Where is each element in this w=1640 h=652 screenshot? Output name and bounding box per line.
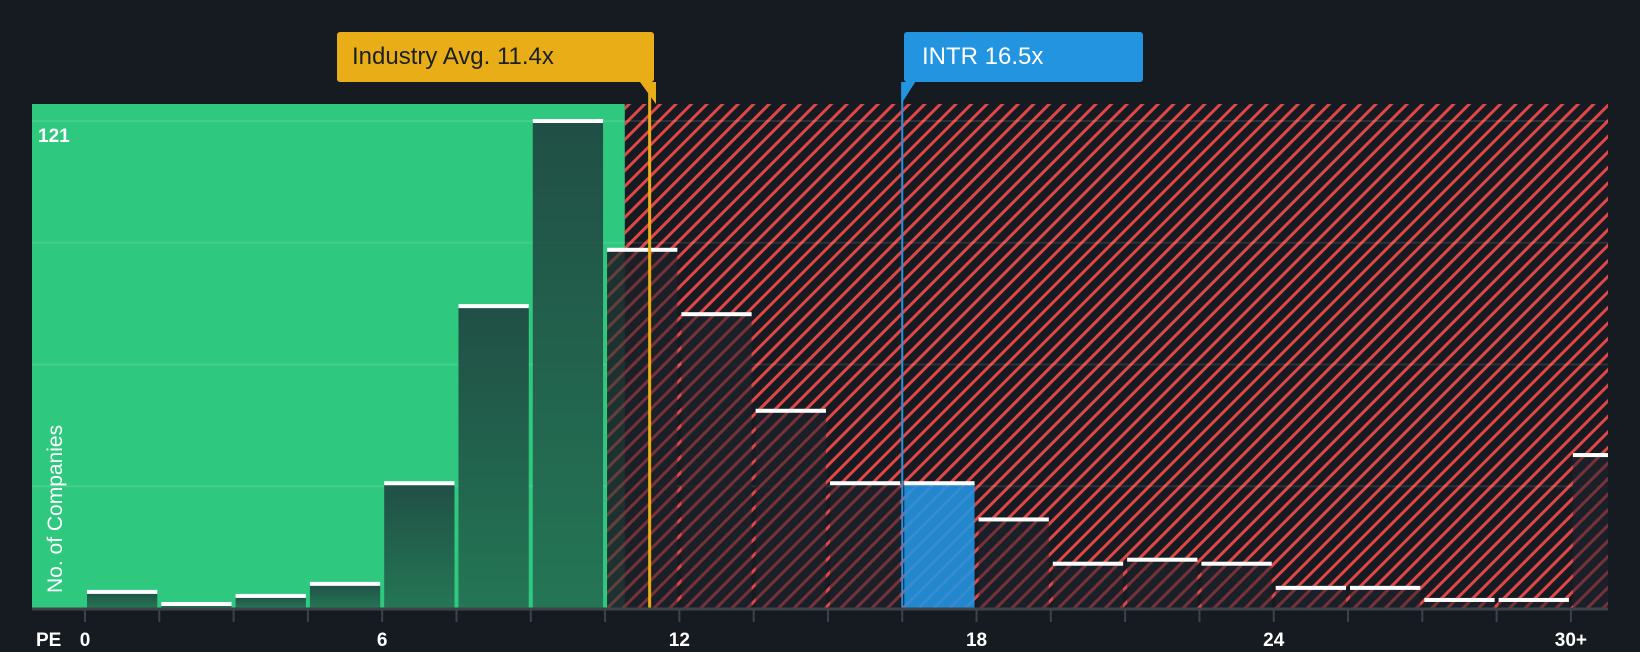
x-tick-label: 24 xyxy=(1263,630,1285,651)
histogram-bar xyxy=(384,483,455,608)
histogram-bar xyxy=(1052,563,1124,608)
y-axis-max-label: 121 xyxy=(38,126,70,147)
histogram-bar xyxy=(681,314,752,608)
histogram-bar xyxy=(1498,599,1569,608)
x-tick-label: 0 xyxy=(79,630,91,651)
y-axis-title: No. of Companies xyxy=(44,424,67,593)
x-tick-label: 18 xyxy=(965,630,988,651)
x-tick-label: 6 xyxy=(376,630,388,651)
histogram-bar xyxy=(904,483,975,608)
industry-average-callout: Industry Avg. 11.4x xyxy=(337,32,654,82)
x-axis xyxy=(32,607,1608,622)
bar-cap xyxy=(681,312,752,317)
histogram-bar xyxy=(1424,599,1495,608)
bar-cap xyxy=(829,481,901,486)
bar-cap xyxy=(532,119,604,123)
histogram-bar xyxy=(1350,587,1421,608)
bar-cap xyxy=(384,481,455,486)
histogram-bar xyxy=(755,410,826,608)
histogram-bar xyxy=(1201,563,1272,608)
bar-cap xyxy=(309,581,381,586)
bar-cap xyxy=(1350,585,1421,590)
bar-cap xyxy=(87,589,158,594)
bar-cap xyxy=(1498,597,1569,602)
bar-cap xyxy=(1201,561,1272,566)
bar-cap xyxy=(1127,557,1198,562)
company-pe-label: INTR 16.5x xyxy=(922,43,1044,70)
company-pe-callout: INTR 16.5x xyxy=(904,32,1143,82)
x-tick-label: 30+ xyxy=(1554,630,1588,651)
company-callout-pointer xyxy=(901,82,916,104)
industry-callout-pointer xyxy=(640,82,656,104)
bar-cap xyxy=(1052,561,1124,566)
bar-cap xyxy=(161,601,232,606)
bar-cap xyxy=(978,517,1049,522)
bar-cap xyxy=(1424,597,1495,602)
bar-cap xyxy=(235,593,306,598)
histogram-bar xyxy=(235,595,306,608)
histogram-bar xyxy=(458,306,529,608)
reference-lines xyxy=(640,82,916,608)
histogram-bar xyxy=(1275,587,1347,608)
histogram-bar xyxy=(87,591,158,608)
histogram-bar xyxy=(829,483,901,608)
bar-cap xyxy=(1572,453,1608,458)
bar-cap xyxy=(1275,585,1347,590)
x-tick-label: 12 xyxy=(668,630,690,651)
histogram-bar xyxy=(1572,455,1608,608)
bar-cap xyxy=(458,304,529,309)
histogram-bar xyxy=(309,583,381,608)
bar-cap xyxy=(904,481,975,486)
histogram-bars xyxy=(87,119,1608,608)
histogram-bar xyxy=(1127,559,1198,608)
histogram-bar xyxy=(532,121,604,608)
histogram-bar xyxy=(607,249,678,608)
bar-cap xyxy=(607,247,678,252)
bar-cap xyxy=(755,408,826,413)
industry-average-label: Industry Avg. 11.4x xyxy=(352,43,554,70)
histogram-bar xyxy=(978,519,1049,608)
histogram-bar xyxy=(161,603,232,608)
x-axis-title: PE xyxy=(36,630,62,651)
